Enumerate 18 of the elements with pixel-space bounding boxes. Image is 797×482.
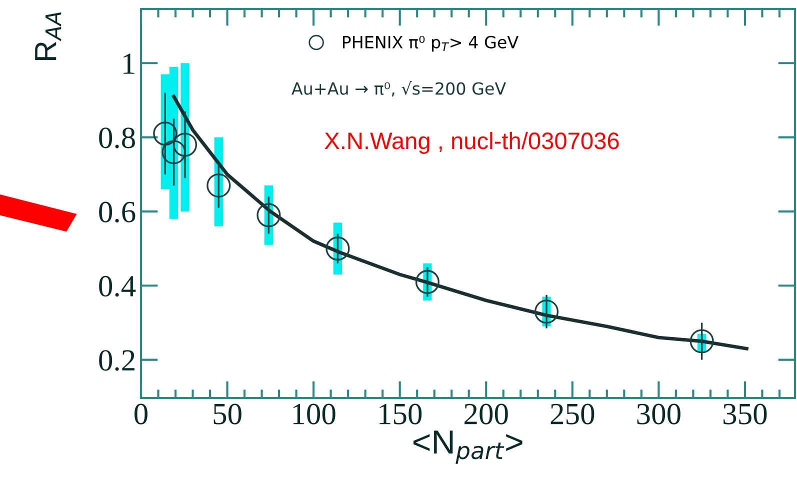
x-tick-label: 250 [550, 404, 594, 424]
y-tick-label: 0.2 [99, 350, 134, 371]
annotation: Au+Au → π⁰, √s=200 GeV [292, 81, 506, 97]
x-tick-label: 50 [214, 404, 242, 424]
annotation: X.N.Wang , nucl-th/0307036 [324, 132, 619, 154]
x-tick-label: 100 [293, 404, 336, 424]
y-tick-label: 1 [124, 54, 134, 74]
y-tick-label: 0.8 [99, 128, 135, 148]
y-axis-title: R$_{AA}$ [35, 12, 62, 60]
x-tick-label: 300 [637, 404, 680, 424]
x-tick-label: 150 [380, 404, 422, 424]
x-tick-label: 350 [724, 404, 767, 424]
x-tick-label: 0 [134, 404, 148, 424]
x-axis-title: <N$_{part}$> [413, 430, 522, 464]
y-tick-label: 0.6 [99, 202, 136, 223]
x-tick-label: 200 [464, 404, 508, 424]
y-tick-label: 0.4 [99, 276, 136, 297]
legend-label: PHENIX π⁰ p$_{T}$> 4 GeV [342, 36, 518, 52]
